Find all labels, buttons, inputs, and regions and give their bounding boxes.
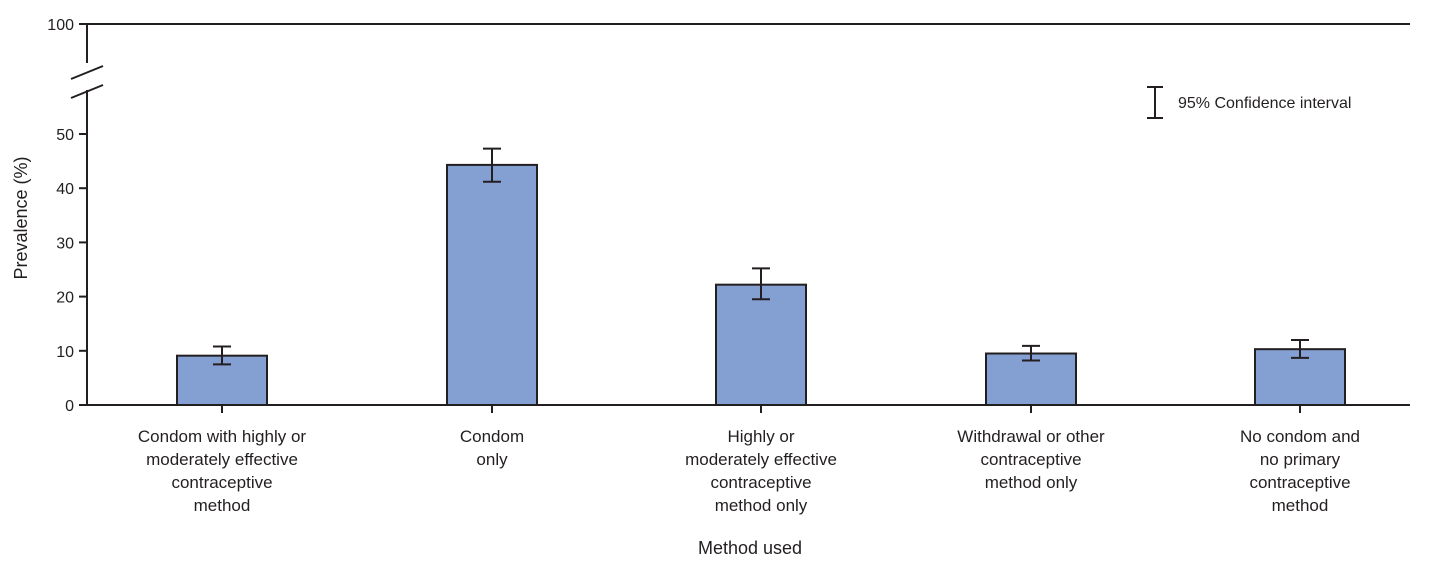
y-tick-label: 50: [56, 127, 74, 144]
x-tick-labels: Condom with highly or moderately effectiv…: [138, 427, 1360, 515]
axes: 0 10 20 30 40 50 100: [47, 17, 1410, 415]
y-tick-label: 20: [56, 290, 74, 307]
y-tick-label: 40: [56, 181, 74, 198]
y-tick-label: 10: [56, 344, 74, 361]
legend-label: 95% Confidence interval: [1178, 95, 1351, 112]
x-tick-label: Condom only: [460, 427, 524, 469]
x-axis-title: Method used: [698, 538, 802, 558]
legend: 95% Confidence interval: [1147, 86, 1351, 119]
x-tick-label: Highly or moderately effective contracepti…: [685, 427, 837, 515]
y-axis-title: Prevalence (%): [11, 156, 31, 279]
bar: [715, 283, 807, 406]
error-bars: [213, 147, 1309, 366]
axis-break-mark: [70, 84, 104, 99]
y-tick-label: 30: [56, 235, 74, 252]
axis-break-mark: [70, 65, 104, 80]
y-tick-label: 0: [65, 398, 74, 415]
x-tick-label: No condom and no primary contraceptive meth…: [1240, 427, 1360, 515]
x-tick-label: Condom with highly or moderately effectiv…: [138, 427, 307, 515]
x-tick-label: Withdrawal or other contraceptive method o…: [957, 427, 1105, 492]
bar: [446, 163, 538, 406]
y-tick-label-upper: 100: [47, 17, 74, 34]
